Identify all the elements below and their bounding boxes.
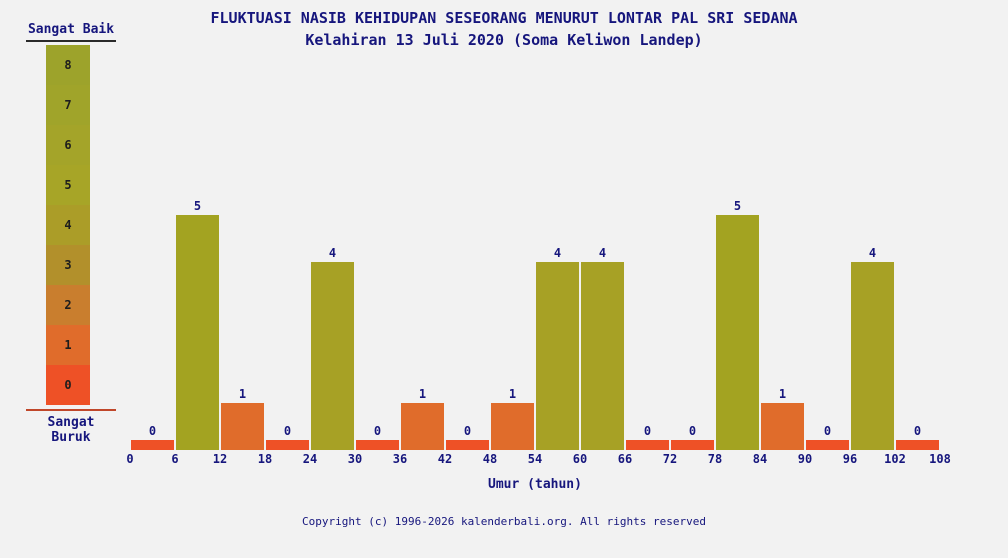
x-tick-48: 48 xyxy=(482,452,498,466)
bar-slot-90-96: 0 xyxy=(805,424,850,450)
bar xyxy=(581,262,624,450)
x-tick-90: 90 xyxy=(797,452,813,466)
bar-value-label: 0 xyxy=(283,424,292,438)
bar-slot-12-18: 1 xyxy=(220,387,265,450)
bar-slot-60-66: 4 xyxy=(580,246,625,450)
bar xyxy=(491,403,534,450)
x-tick-30: 30 xyxy=(347,452,363,466)
bar-slot-24-30: 4 xyxy=(310,246,355,450)
legend-block-2: 2 xyxy=(46,285,90,325)
legend-label-sangat-baik: Sangat Baik xyxy=(26,22,116,42)
bar-value-label: 4 xyxy=(868,246,877,260)
bar-slot-48-54: 1 xyxy=(490,387,535,450)
bar xyxy=(761,403,804,450)
legend-block-5: 5 xyxy=(46,165,90,205)
x-axis-title: Umur (tahun) xyxy=(488,477,582,492)
bar-slot-102-108: 0 xyxy=(895,424,940,450)
bar-value-label: 0 xyxy=(463,424,472,438)
bar-slot-0-6: 0 xyxy=(130,424,175,450)
bar xyxy=(131,440,174,450)
bar xyxy=(806,440,849,450)
bar-value-label: 0 xyxy=(148,424,157,438)
bar-value-label: 4 xyxy=(598,246,607,260)
x-tick-36: 36 xyxy=(392,452,408,466)
x-tick-66: 66 xyxy=(617,452,633,466)
bar-value-label: 0 xyxy=(688,424,697,438)
x-tick-12: 12 xyxy=(212,452,228,466)
bar xyxy=(851,262,894,450)
x-tick-60: 60 xyxy=(572,452,588,466)
chart-title: FLUKTUASI NASIB KEHIDUPAN SESEORANG MENU… xyxy=(210,9,798,27)
bar-value-label: 5 xyxy=(193,199,202,213)
bar xyxy=(311,262,354,450)
bar-slot-30-36: 0 xyxy=(355,424,400,450)
legend-block-6: 6 xyxy=(46,125,90,165)
bar xyxy=(536,262,579,450)
bar-value-label: 4 xyxy=(328,246,337,260)
bar-slot-18-24: 0 xyxy=(265,424,310,450)
bar xyxy=(356,440,399,450)
bar xyxy=(446,440,489,450)
legend-block-3: 3 xyxy=(46,245,90,285)
bar xyxy=(626,440,669,450)
x-tick-54: 54 xyxy=(527,452,543,466)
bar-slot-96-102: 4 xyxy=(850,246,895,450)
bar-slot-72-78: 0 xyxy=(670,424,715,450)
bar-value-label: 1 xyxy=(508,387,517,401)
bar-slot-84-90: 1 xyxy=(760,387,805,450)
legend-block-0: 0 xyxy=(46,365,90,405)
bar xyxy=(266,440,309,450)
bar-slot-54-60: 4 xyxy=(535,246,580,450)
bar-value-label: 0 xyxy=(913,424,922,438)
legend-block-1: 1 xyxy=(46,325,90,365)
bar-value-label: 5 xyxy=(733,199,742,213)
x-tick-24: 24 xyxy=(302,452,318,466)
x-tick-108: 108 xyxy=(929,452,951,466)
bar-value-label: 0 xyxy=(373,424,382,438)
x-tick-18: 18 xyxy=(257,452,273,466)
legend-block-8: 8 xyxy=(46,45,90,85)
bar-value-label: 1 xyxy=(238,387,247,401)
x-tick-96: 96 xyxy=(842,452,858,466)
bar-slot-6-12: 5 xyxy=(175,199,220,450)
bar xyxy=(896,440,939,450)
bar xyxy=(401,403,444,450)
x-tick-6: 6 xyxy=(171,452,179,466)
bar-slot-66-72: 0 xyxy=(625,424,670,450)
bar xyxy=(176,215,219,450)
chart-subtitle: Kelahiran 13 Juli 2020 (Soma Keliwon Lan… xyxy=(305,31,703,49)
x-tick-78: 78 xyxy=(707,452,723,466)
x-axis-ticks: 0 6 12 18 24 30 36 42 48 54 60 66 72 78 84 90 96 102 108 xyxy=(126,452,950,468)
bar-value-label: 0 xyxy=(823,424,832,438)
bar-value-label: 1 xyxy=(778,387,787,401)
bar-value-label: 4 xyxy=(553,246,562,260)
bar xyxy=(671,440,714,450)
bar xyxy=(221,403,264,450)
x-tick-42: 42 xyxy=(437,452,453,466)
legend-block-7: 7 xyxy=(46,85,90,125)
legend-block-4: 4 xyxy=(46,205,90,245)
bar-slot-36-42: 1 xyxy=(400,387,445,450)
legend-label-sangat-buruk: Sangat Buruk xyxy=(26,409,116,445)
bar-slot-42-48: 0 xyxy=(445,424,490,450)
bar-value-label: 1 xyxy=(418,387,427,401)
bar xyxy=(716,215,759,450)
bar-slot-78-84: 5 xyxy=(715,199,760,450)
copyright-text: Copyright (c) 1996-2026 kalenderbali.org… xyxy=(302,515,706,528)
x-tick-102: 102 xyxy=(884,452,906,466)
x-tick-0: 0 xyxy=(126,452,134,466)
x-tick-72: 72 xyxy=(662,452,678,466)
x-tick-84: 84 xyxy=(752,452,768,466)
bar-value-label: 0 xyxy=(643,424,652,438)
